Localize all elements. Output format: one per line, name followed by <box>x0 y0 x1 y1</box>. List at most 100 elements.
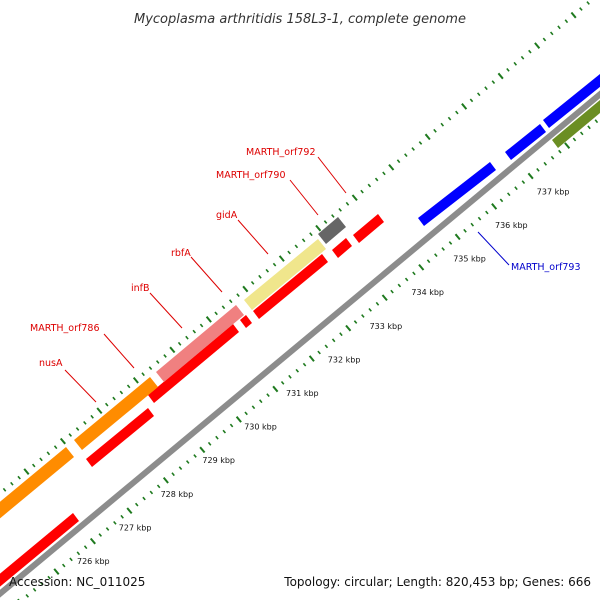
inner-tick <box>536 167 540 172</box>
inner-tick <box>499 198 504 203</box>
inner-tick <box>527 172 534 180</box>
inner-tick <box>98 533 103 537</box>
outer-tick <box>228 299 233 304</box>
inner-tick <box>324 344 329 349</box>
feature-gene-pink <box>156 305 244 382</box>
inner-tick <box>572 137 577 142</box>
outer-tick <box>2 487 7 492</box>
outer-tick <box>374 177 379 182</box>
inner-tick <box>506 192 511 197</box>
outer-tick <box>59 437 66 445</box>
inner-tick <box>477 216 482 221</box>
inner-tick <box>83 545 88 550</box>
feature-cds-rev-olive <box>552 100 600 148</box>
inner-tick <box>215 435 219 440</box>
outer-tick <box>148 366 153 371</box>
outer-tick <box>221 305 226 310</box>
outer-tick <box>447 116 452 121</box>
outer-tick <box>287 250 291 255</box>
outer-tick <box>17 475 21 480</box>
outer-tick <box>83 420 87 425</box>
outer-tick <box>23 468 30 475</box>
label-leader-rbfA <box>190 256 223 293</box>
outer-tick <box>132 376 139 384</box>
outer-tick <box>404 153 408 158</box>
tick-label: 737 kbp <box>537 187 570 196</box>
outer-tick <box>586 1 590 5</box>
inner-tick <box>412 271 416 276</box>
outer-tick <box>242 285 249 293</box>
inner-tick <box>587 125 591 130</box>
outer-tick <box>557 25 561 30</box>
gene-label-orf790: MARTH_orf790 <box>216 170 286 181</box>
feature-cds-fwd-4 <box>240 315 252 328</box>
inner-tick <box>244 411 248 416</box>
inner-tick <box>199 446 206 454</box>
outer-tick <box>301 238 306 243</box>
outer-tick <box>497 72 504 80</box>
outer-tick <box>424 133 431 141</box>
outer-tick <box>513 61 518 66</box>
outer-tick <box>484 86 488 91</box>
outer-tick <box>272 262 277 267</box>
label-leader-infB <box>149 292 183 329</box>
outer-tick <box>520 55 525 60</box>
inner-tick <box>25 593 30 598</box>
inner-tick <box>361 314 365 318</box>
outer-tick <box>360 189 364 194</box>
feature-cds-rev-1 <box>418 162 496 226</box>
tick-label: 733 kbp <box>370 322 403 331</box>
inner-tick <box>339 332 343 337</box>
inner-tick <box>142 496 146 501</box>
inner-tick <box>280 380 285 385</box>
inner-tick <box>32 587 37 592</box>
inner-tick <box>390 289 394 294</box>
inner-tick <box>162 476 169 484</box>
inner-tick <box>113 520 117 525</box>
feature-tracks <box>0 74 600 587</box>
outer-tick <box>104 402 109 407</box>
inner-tick <box>61 563 66 568</box>
inner-tick <box>521 180 526 185</box>
inner-tick <box>105 527 110 531</box>
inner-tick <box>251 405 256 410</box>
inner-tick <box>426 259 431 264</box>
feature-gene-gray <box>318 217 346 244</box>
outer-tick <box>10 481 14 486</box>
inner-tick <box>302 362 307 367</box>
gene-label-orf792: MARTH_orf792 <box>246 147 316 158</box>
inner-tick <box>594 119 599 124</box>
inner-tick <box>288 374 292 379</box>
gene-labels: nusA MARTH_orf786 infB rbfA gidA MARTH_o… <box>30 147 581 403</box>
inner-tick <box>353 320 358 324</box>
outer-tick <box>75 427 80 431</box>
tick-labels: 726 kbp 727 kbp 728 kbp 729 kbp 730 kbp 731 k… <box>77 187 569 566</box>
tick-label: 735 kbp <box>453 255 486 264</box>
inner-tick <box>258 399 263 404</box>
outer-tick <box>570 11 577 19</box>
outer-tick <box>506 67 510 72</box>
backbone-line <box>0 90 600 598</box>
outer-tick <box>126 384 131 389</box>
outer-tick <box>31 463 36 468</box>
outer-tick <box>309 232 313 237</box>
outer-tick <box>331 214 335 218</box>
inner-tick <box>375 301 380 306</box>
outer-tick <box>214 311 218 316</box>
inner-tick <box>76 551 81 556</box>
inner-tick <box>381 294 388 302</box>
inner-tick <box>448 241 453 245</box>
feature-cds-rev-3 <box>543 74 600 128</box>
feature-cds-rev-2 <box>505 124 546 160</box>
tick-label: 734 kbp <box>411 288 444 297</box>
inner-tick <box>53 568 60 575</box>
outer-tick <box>155 360 160 364</box>
outer-tick <box>169 346 176 354</box>
inner-tick <box>418 263 425 271</box>
outer-tick <box>294 244 299 249</box>
inner-tick <box>235 416 242 423</box>
inner-tick <box>317 350 321 355</box>
inner-tick <box>491 203 498 210</box>
inner-tick <box>171 472 175 477</box>
gene-label-orf793: MARTH_orf793 <box>511 262 581 273</box>
